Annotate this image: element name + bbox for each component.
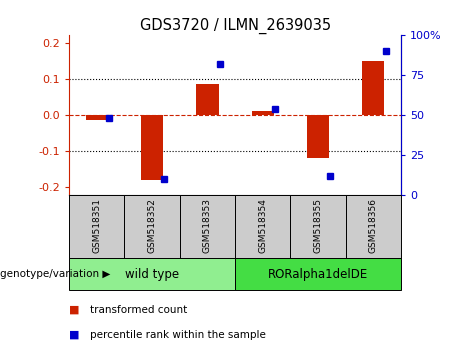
Text: RORalpha1delDE: RORalpha1delDE bbox=[268, 268, 368, 281]
Title: GDS3720 / ILMN_2639035: GDS3720 / ILMN_2639035 bbox=[140, 18, 331, 34]
Text: ■: ■ bbox=[69, 305, 80, 315]
Text: transformed count: transformed count bbox=[90, 305, 187, 315]
Text: GSM518353: GSM518353 bbox=[203, 198, 212, 253]
Text: GSM518356: GSM518356 bbox=[369, 198, 378, 253]
Text: GSM518351: GSM518351 bbox=[92, 198, 101, 253]
Bar bbox=[141, 115, 163, 180]
Bar bbox=[86, 115, 108, 120]
Bar bbox=[307, 115, 329, 159]
Bar bbox=[69, 195, 124, 258]
Bar bbox=[196, 84, 219, 115]
Bar bbox=[362, 61, 384, 115]
Text: GSM518354: GSM518354 bbox=[258, 198, 267, 253]
Bar bbox=[235, 195, 290, 258]
Bar bbox=[69, 258, 235, 290]
Text: percentile rank within the sample: percentile rank within the sample bbox=[90, 330, 266, 340]
Text: GSM518352: GSM518352 bbox=[148, 198, 157, 253]
Bar bbox=[252, 112, 274, 115]
Bar bbox=[290, 195, 346, 258]
Text: genotype/variation ▶: genotype/variation ▶ bbox=[0, 269, 110, 279]
Bar bbox=[346, 195, 401, 258]
Bar bbox=[235, 258, 401, 290]
Bar bbox=[124, 195, 180, 258]
Text: wild type: wild type bbox=[125, 268, 179, 281]
Text: GSM518355: GSM518355 bbox=[313, 198, 323, 253]
Text: ■: ■ bbox=[69, 330, 80, 340]
Bar bbox=[180, 195, 235, 258]
